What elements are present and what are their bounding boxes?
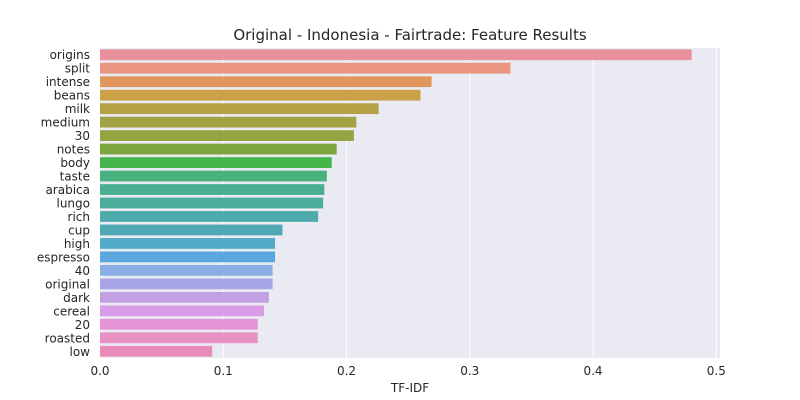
category-label: cup: [68, 223, 90, 237]
x-tick-label: 0.4: [583, 364, 602, 378]
bar-medium: [100, 116, 357, 128]
bar-beans: [100, 89, 421, 101]
bar-arabica: [100, 184, 325, 195]
category-label: milk: [65, 102, 90, 116]
bar-notes: [100, 143, 337, 155]
bar-origins: [100, 49, 692, 61]
bar-rich: [100, 211, 319, 222]
bar-roasted: [100, 332, 258, 344]
category-label: rich: [68, 210, 90, 224]
x-tick-label: 0.2: [337, 364, 356, 378]
category-label: beans: [54, 89, 90, 103]
bar-taste: [100, 170, 327, 182]
category-label: medium: [41, 116, 90, 130]
x-tick-label: 0.0: [90, 364, 109, 378]
bar-20: [100, 318, 258, 330]
x-tick-label: 0.5: [707, 364, 726, 378]
category-label: 40: [75, 264, 90, 278]
category-label: high: [64, 237, 90, 251]
bar-high: [100, 238, 276, 249]
category-label: dark: [63, 291, 90, 305]
chart-title: Original - Indonesia - Fairtrade: Featur…: [233, 26, 587, 44]
bar-cup: [100, 224, 283, 236]
category-label: origins: [50, 48, 90, 62]
category-label: intense: [46, 75, 90, 89]
category-label: 20: [75, 318, 90, 332]
category-label: 30: [75, 129, 90, 143]
category-label: original: [45, 277, 90, 291]
category-label: notes: [57, 143, 90, 157]
bars: [100, 49, 692, 357]
x-tick-labels: 0.0 0.1 0.2 0.3 0.4 0.5: [90, 364, 725, 378]
bar-body: [100, 157, 332, 168]
category-label: cereal: [53, 304, 90, 318]
category-label: espresso: [37, 250, 90, 264]
bar-intense: [100, 76, 432, 88]
x-tick-label: 0.1: [214, 364, 233, 378]
category-label: arabica: [45, 183, 90, 197]
bar-dark: [100, 291, 269, 303]
bar-30: [100, 130, 354, 141]
category-label: roasted: [45, 331, 90, 345]
bar-cereal: [100, 305, 264, 317]
bar-40: [100, 265, 273, 276]
category-labels: originssplitintensebeansmilkmedium30note…: [37, 48, 90, 359]
bar-lungo: [100, 197, 324, 209]
bar-espresso: [100, 251, 276, 263]
x-axis-label: TF-IDF: [390, 381, 429, 395]
bar-original: [100, 278, 273, 290]
category-label: low: [70, 345, 91, 359]
x-tick-label: 0.3: [460, 364, 479, 378]
category-label: split: [65, 62, 91, 76]
category-label: body: [60, 156, 90, 170]
category-label: taste: [60, 170, 90, 184]
category-label: lungo: [56, 197, 90, 211]
bar-low: [100, 345, 213, 357]
bar-milk: [100, 103, 379, 115]
bar-split: [100, 62, 511, 74]
